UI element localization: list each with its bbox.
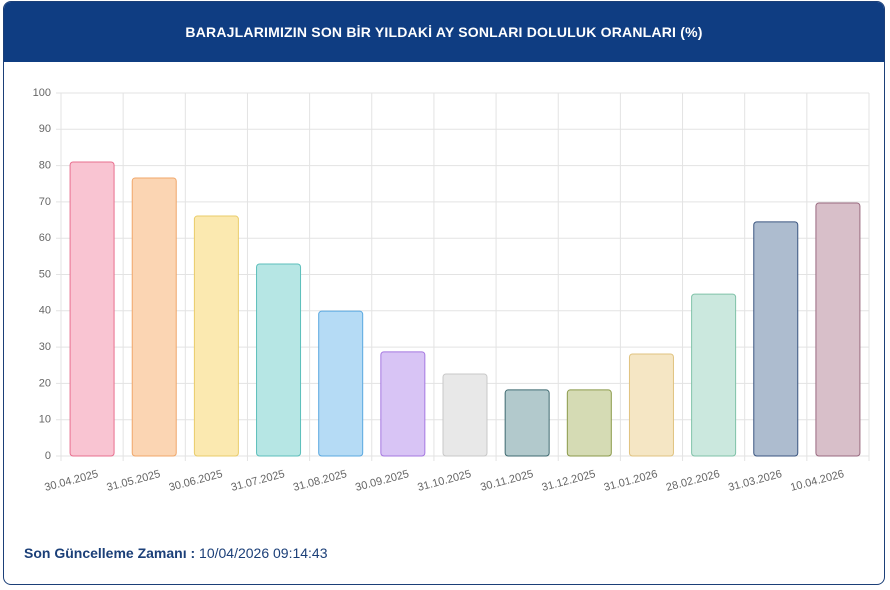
bar: [504, 389, 550, 457]
bar: [566, 389, 612, 457]
y-tick-label: 20: [39, 377, 51, 389]
x-tick-label: 31.10.2025: [416, 468, 472, 494]
bar: [753, 221, 799, 457]
x-tick-label: 31.12.2025: [541, 468, 597, 494]
x-tick-label: 31.01.2026: [603, 468, 659, 494]
bar: [69, 161, 115, 457]
bar: [193, 215, 239, 457]
x-tick-label: 30.04.2025: [43, 468, 99, 494]
bar: [628, 353, 674, 457]
y-tick-label: 40: [39, 305, 51, 317]
x-tick-label: 10.04.2026: [789, 468, 845, 494]
bar: [380, 351, 426, 457]
y-tick-label: 90: [39, 123, 51, 135]
bar: [815, 202, 861, 457]
bar: [442, 373, 488, 457]
bar: [256, 263, 302, 457]
x-tick-label: 30.09.2025: [354, 468, 410, 494]
footer-label: Son Güncelleme Zamanı :: [24, 545, 196, 561]
y-tick-label: 70: [39, 196, 51, 208]
card: BARAJLARIMIZIN SON BİR YILDAKİ AY SONLAR…: [3, 1, 885, 585]
chart-title: BARAJLARIMIZIN SON BİR YILDAKİ AY SONLAR…: [4, 2, 884, 62]
x-tick-label: 30.06.2025: [168, 468, 224, 494]
y-tick-label: 100: [33, 87, 51, 99]
bar: [318, 310, 364, 457]
bar: [131, 177, 177, 457]
y-tick-label: 60: [39, 232, 51, 244]
y-tick-label: 80: [39, 160, 51, 172]
footer-value: 10/04/2026 09:14:43: [199, 545, 328, 561]
x-tick-label: 31.08.2025: [292, 468, 348, 494]
x-tick-label: 28.02.2026: [665, 468, 721, 494]
y-tick-label: 50: [39, 268, 51, 280]
y-tick-label: 10: [39, 414, 51, 426]
x-tick-label: 31.03.2026: [727, 468, 783, 494]
footer: Son Güncelleme Zamanı : 10/04/2026 09:14…: [24, 545, 328, 561]
chart: 0 10 20 30 40 50 60 70 80 90 100 30.04.2025 31.05.20…: [33, 87, 870, 494]
bar: [691, 293, 737, 457]
x-tick-label: 31.05.2025: [105, 468, 161, 494]
x-tick-label: 30.11.2025: [479, 468, 535, 494]
y-tick-label: 0: [45, 450, 51, 462]
x-tick-label: 31.07.2025: [230, 468, 286, 494]
y-tick-label: 30: [39, 341, 51, 353]
